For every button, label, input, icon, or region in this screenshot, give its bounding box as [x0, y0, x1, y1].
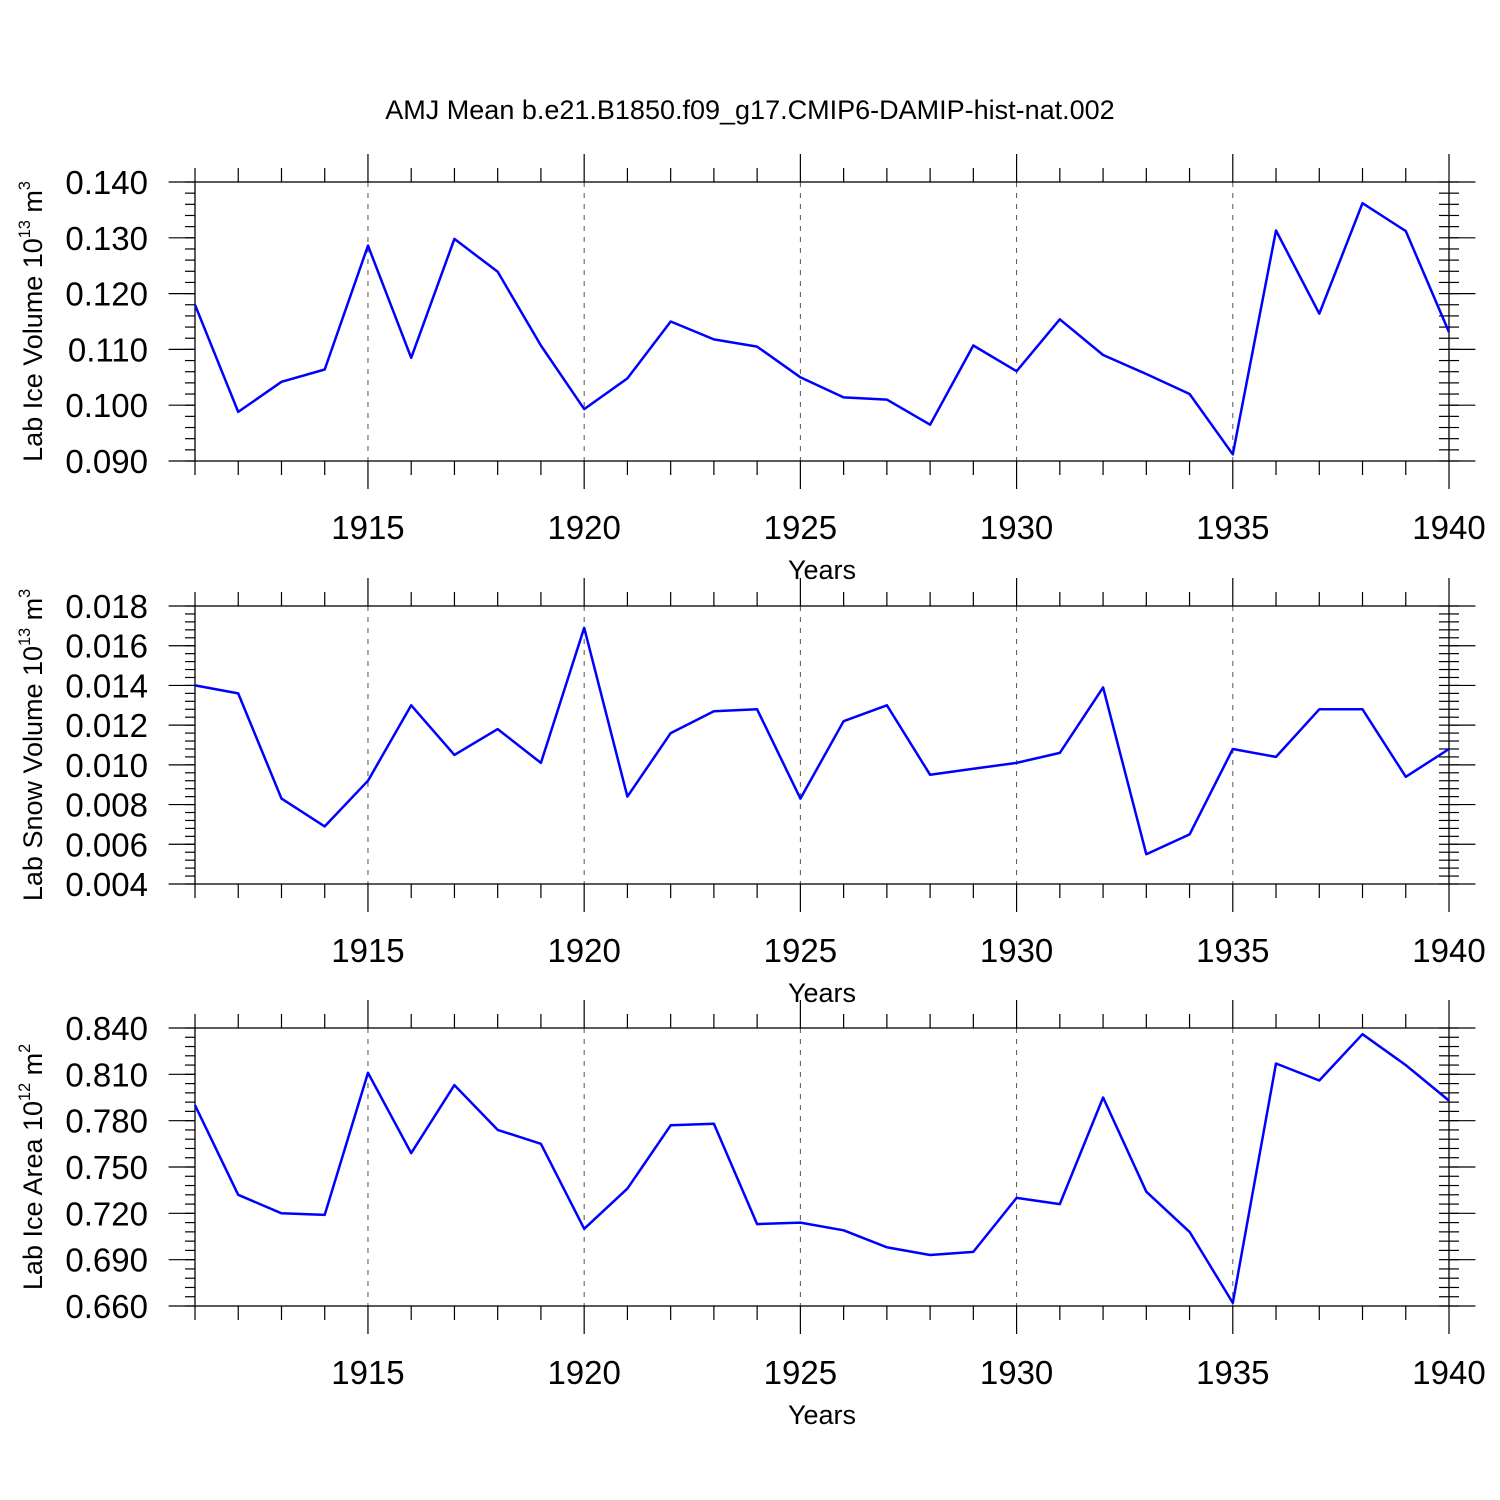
x-tick-label: 1915: [331, 1354, 404, 1391]
y-axis-title-unit: m: [18, 598, 48, 628]
x-axis-title: Years: [788, 978, 856, 1008]
x-tick-label: 1920: [547, 932, 620, 969]
x-tick-label: 1935: [1196, 1354, 1269, 1391]
y-axis-title-unit: m: [18, 1053, 48, 1083]
x-axis-title: Years: [788, 555, 856, 585]
y-tick-label: 0.720: [65, 1195, 148, 1232]
y-axis-title-main: Lab Ice Area 10: [18, 1101, 48, 1290]
y-axis-title-exponent: 12: [16, 1083, 34, 1101]
y-tick-label: 0.016: [65, 628, 148, 665]
x-tick-label: 1915: [331, 509, 404, 546]
y-tick-label: 0.018: [65, 588, 148, 625]
y-tick-label: 0.014: [65, 667, 148, 704]
y-axis-title-unit-exponent: 3: [16, 589, 34, 598]
y-tick-label: 0.840: [65, 1010, 148, 1047]
y-axis-title-exponent: 13: [16, 628, 34, 646]
x-axis-title: Years: [788, 1400, 856, 1430]
y-tick-label: 0.010: [65, 747, 148, 784]
y-tick-label: 0.130: [65, 220, 148, 257]
plot-frame: [194, 1027, 1450, 1307]
data-series-line: [193, 201, 1451, 456]
y-tick-label: 0.810: [65, 1056, 148, 1093]
data-series-line: [194, 626, 1450, 856]
y-tick-label: 0.100: [65, 387, 148, 424]
plot-frame: [194, 605, 1450, 885]
x-tick-label: 1940: [1412, 509, 1485, 546]
y-tick-label: 0.780: [65, 1103, 148, 1140]
x-tick-label: 1915: [331, 932, 404, 969]
plot-frame: [194, 181, 1450, 462]
x-tick-label: 1935: [1196, 509, 1269, 546]
x-tick-label: 1930: [980, 932, 1053, 969]
y-tick-label: 0.110: [68, 331, 148, 368]
y-axis-title-unit-exponent: 2: [16, 1044, 34, 1053]
chart-title: AMJ Mean b.e21.B1850.f09_g17.CMIP6-DAMIP…: [385, 95, 1114, 125]
y-axis-title-main: Lab Snow Volume 10: [18, 646, 48, 901]
x-tick-label: 1930: [980, 509, 1053, 546]
y-tick-label: 0.090: [65, 443, 148, 480]
panel-3: 0.660 0.690 0.720 0.750 0.780 0.810 0.840 1915 1…: [16, 1000, 1486, 1430]
y-axis-title-exponent: 13: [16, 220, 34, 238]
y-tick-label: 0.140: [65, 164, 148, 201]
y-tick-label: 0.750: [65, 1149, 148, 1186]
y-tick-label: 0.120: [65, 276, 148, 313]
y-axis-title-main: Lab Ice Volume 10: [18, 238, 48, 462]
x-tick-label: 1920: [547, 509, 620, 546]
x-tick-label: 1940: [1412, 1354, 1485, 1391]
panel-2: 0.0040.0060.0080.0100.0120.0140.0160.018…: [16, 578, 1486, 1008]
y-axis-title-unit: m: [18, 190, 48, 220]
y-tick-label: 0.690: [65, 1242, 148, 1279]
x-tick-label: 1920: [547, 1354, 620, 1391]
x-tick-label: 1940: [1412, 932, 1485, 969]
panel-1: 0.090 0.100 0.110 0.120 0.130 0.140 1915 1920 19…: [16, 154, 1486, 585]
y-axis-title-unit-exponent: 3: [16, 181, 34, 190]
data-series-line: [193, 1032, 1450, 1305]
y-tick-label: 0.660: [65, 1288, 148, 1325]
y-tick-label: 0.004: [65, 866, 148, 903]
x-tick-label: 1925: [764, 932, 837, 969]
y-tick-label: 0.008: [65, 787, 148, 824]
y-tick-label: 0.012: [65, 707, 148, 744]
y-axis-title: Lab Ice Area 1012 m2: [16, 1044, 48, 1290]
x-tick-label: 1925: [764, 509, 837, 546]
y-tick-label: 0.006: [65, 826, 148, 863]
y-axis-title: Lab Snow Volume 1013 m3: [16, 589, 48, 901]
y-axis-title: Lab Ice Volume 1013 m3: [16, 181, 48, 462]
x-tick-label: 1930: [980, 1354, 1053, 1391]
x-tick-label: 1935: [1196, 932, 1269, 969]
x-tick-label: 1925: [764, 1354, 837, 1391]
